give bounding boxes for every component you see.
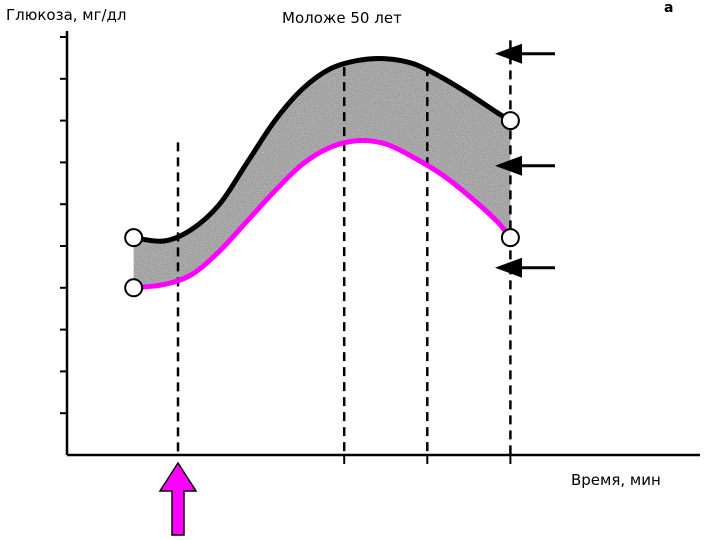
endpoint-markers (124, 111, 520, 298)
corner-mark: a (664, 0, 673, 16)
band-texture (133, 58, 511, 288)
dashed-reference-lines (176, 40, 512, 455)
legend-arrow-head-2 (495, 257, 522, 278)
glucose-load-arrow (158, 461, 198, 536)
axes (65, 31, 700, 457)
series-line-0 (131, 56, 513, 244)
endpoint-marker-3 (500, 228, 520, 248)
x-axis-label: Время, мин (571, 471, 661, 489)
legend (495, 43, 555, 278)
legend-arrow-head-0 (495, 43, 522, 64)
series-line-1 (131, 138, 513, 291)
endpoint-marker-2 (500, 111, 520, 131)
legend-arrow-head-1 (495, 155, 522, 176)
endpoint-marker-0 (124, 228, 144, 248)
endpoint-marker-1 (124, 278, 144, 298)
y-axis-label: Глюкоза, мг/дл (6, 6, 127, 24)
doubtful-gtt-band (133, 58, 511, 288)
x-ticks (343, 455, 512, 464)
chart-title: Моложе 50 лет (282, 9, 402, 27)
y-ticks (60, 36, 67, 415)
series-lines (131, 56, 513, 291)
glucose-load-marker (158, 461, 198, 536)
